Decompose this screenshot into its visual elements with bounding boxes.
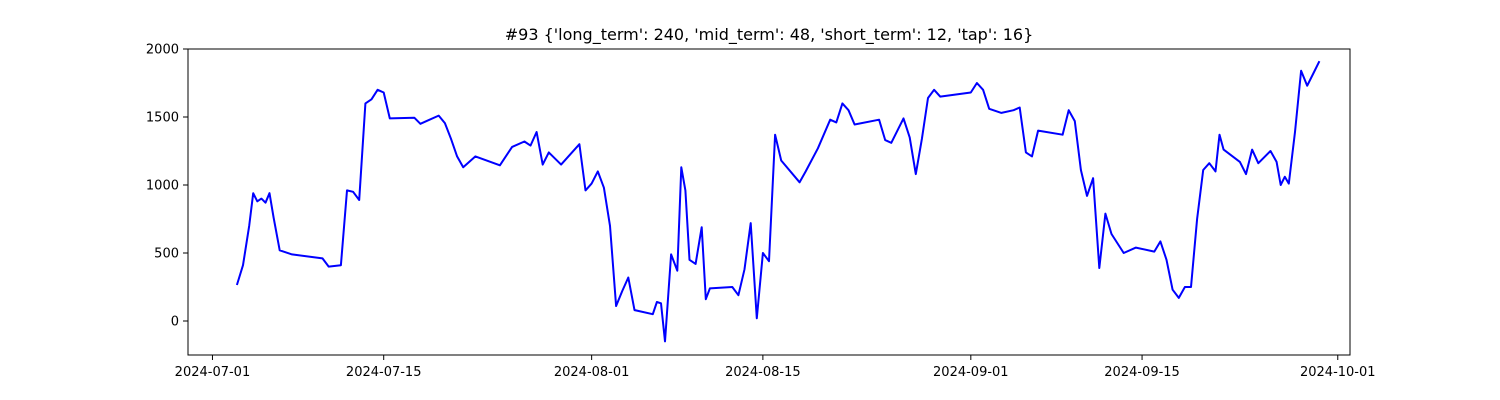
- x-tick-label: 2024-07-15: [346, 365, 422, 380]
- x-tick-label: 2024-08-15: [725, 365, 801, 380]
- plot-frame: [187, 48, 1351, 356]
- x-tick-label: 2024-08-01: [554, 365, 630, 380]
- y-axis: 0 500 1000 1500 2000: [146, 43, 188, 330]
- chart-title: #93 {'long_term': 240, 'mid_term': 48, '…: [505, 25, 1034, 45]
- y-tick-label: 2000: [146, 43, 179, 58]
- x-tick-label: 2024-07-01: [175, 365, 251, 380]
- x-tick-label: 2024-09-15: [1104, 365, 1180, 380]
- y-tick-label: 500: [154, 247, 179, 262]
- x-axis: 2024-07-01 2024-07-15 2024-08-01 2024-08-15…: [175, 355, 1376, 380]
- x-tick-label: 2024-10-01: [1300, 365, 1376, 380]
- y-tick-label: 1000: [146, 179, 179, 194]
- series-line: [235, 60, 1321, 343]
- y-tick-label: 0: [171, 315, 179, 330]
- plot-area: [235, 60, 1321, 343]
- x-tick-label: 2024-09-01: [933, 365, 1009, 380]
- y-tick-label: 1500: [146, 111, 179, 126]
